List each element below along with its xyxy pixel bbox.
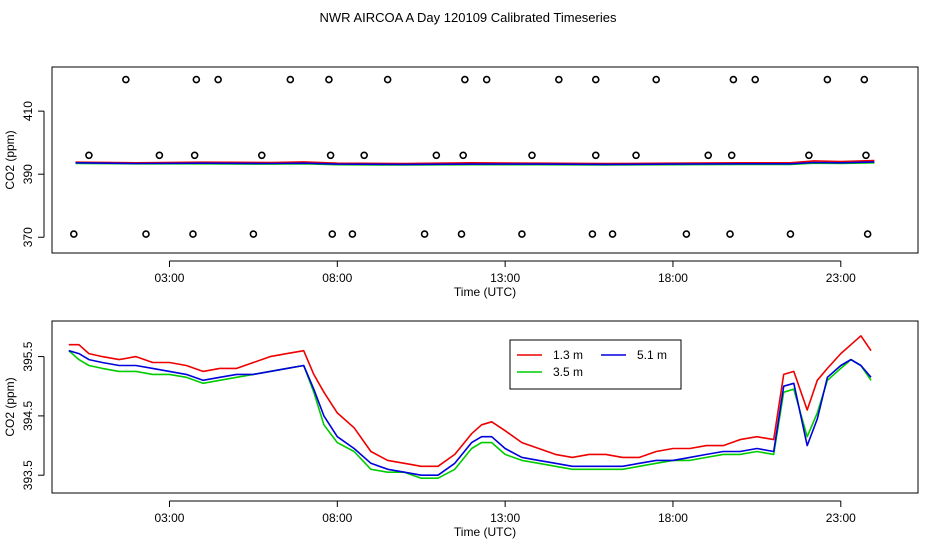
calibration-point — [325, 75, 333, 84]
calibration-point — [591, 151, 600, 160]
bottom-series-5-1-mm-line — [68, 349, 872, 477]
calibration-point — [751, 75, 760, 84]
top-series-1-3-mm-line — [75, 159, 875, 165]
top-y-tick-label: 410 — [21, 101, 35, 121]
calibration-point — [348, 230, 357, 238]
calibration-point — [328, 230, 337, 238]
top-y-axis-label: CO2 (ppm) — [3, 130, 17, 189]
calibration-point — [360, 151, 368, 160]
calibration-point — [192, 75, 201, 84]
calibration-point — [326, 151, 335, 160]
bottom-x-tick-label: 08:00 — [322, 511, 352, 525]
calibration-point — [214, 75, 222, 84]
calibration-point — [862, 151, 870, 160]
calibration-point — [727, 151, 736, 160]
bottom-y-tick-label: 394.5 — [21, 401, 35, 431]
calibration-point — [189, 230, 197, 238]
calibration-point — [555, 75, 563, 84]
top-y-tick-label: 370 — [21, 227, 35, 247]
calibration-point — [155, 151, 164, 160]
calibration-point — [286, 75, 295, 84]
calibration-point — [383, 75, 392, 84]
bottom-x-tick-label: 23:00 — [826, 511, 856, 525]
bottom-y-tick-label: 395.5 — [21, 341, 35, 371]
calibration-point — [860, 75, 869, 84]
bottom-y-axis-label: CO2 (ppm) — [3, 377, 17, 436]
calibration-point — [70, 230, 78, 238]
calibration-point — [652, 75, 660, 84]
calibration-point — [420, 230, 429, 238]
calibration-point — [85, 151, 93, 160]
legend-entry-label: 1.3 m — [553, 348, 583, 362]
calibration-point — [482, 75, 491, 84]
top-x-tick-label: 08:00 — [322, 271, 352, 285]
calibration-point — [863, 230, 872, 238]
calibration-point — [823, 75, 832, 84]
calibration-point — [459, 151, 467, 160]
calibration-point — [608, 230, 617, 238]
calibration-point — [257, 151, 266, 160]
calibration-point — [142, 230, 150, 238]
bottom-x-axis-label: Time (UTC) — [454, 525, 516, 539]
top-x-tick-label: 13:00 — [490, 271, 520, 285]
bottom-x-tick-label: 18:00 — [658, 511, 688, 525]
calibration-point — [122, 75, 130, 84]
calibration-point — [432, 151, 441, 160]
calibration-point — [190, 151, 199, 160]
calibration-point — [632, 151, 640, 160]
calibration-point — [588, 230, 597, 238]
top-x-tick-label: 23:00 — [826, 271, 856, 285]
bottom-series-3-5-mm-line — [68, 350, 872, 480]
calibration-point — [704, 151, 713, 160]
bottom-plot-frame — [51, 320, 919, 494]
legend-entry-label: 5.1 m — [637, 348, 667, 362]
top-plot-frame — [51, 66, 919, 254]
bottom-x-tick-label: 03:00 — [154, 511, 184, 525]
top-y-tick-label: 390 — [21, 164, 35, 184]
top-x-tick-label: 03:00 — [154, 271, 184, 285]
figure-title: NWR AIRCOA A Day 120109 Calibrated Times… — [320, 10, 617, 25]
bottom-y-tick-label: 393.5 — [21, 460, 35, 490]
legend-box — [509, 339, 682, 390]
calibration-point — [518, 230, 526, 238]
calibration-point — [729, 75, 738, 84]
top-panel: 03:00 08:00 13:00 18:00 23:00 Time (UTC) 370 39… — [3, 66, 919, 299]
calibration-point — [249, 230, 258, 238]
top-x-tick-label: 18:00 — [658, 271, 688, 285]
calibration-point — [461, 75, 469, 84]
legend: 1.3 m 5.1 m 3.5 m — [509, 339, 682, 390]
top-series-5-1-mm-line — [75, 161, 875, 166]
calibration-point — [528, 151, 536, 160]
calibration-point — [682, 230, 691, 238]
calibration-point — [591, 75, 600, 84]
calibration-point — [805, 151, 813, 160]
calibration-point — [457, 230, 466, 238]
calibration-point — [786, 230, 795, 238]
legend-entry-label: 3.5 m — [553, 365, 583, 379]
bottom-x-tick-label: 13:00 — [490, 511, 520, 525]
top-x-axis-label: Time (UTC) — [454, 285, 516, 299]
bottom-series-1-3-mm-line — [68, 334, 872, 468]
bottom-panel: 03:00 08:00 13:00 18:00 23:00 Time (UTC) 393.5… — [3, 320, 919, 539]
calibration-point — [726, 230, 734, 238]
